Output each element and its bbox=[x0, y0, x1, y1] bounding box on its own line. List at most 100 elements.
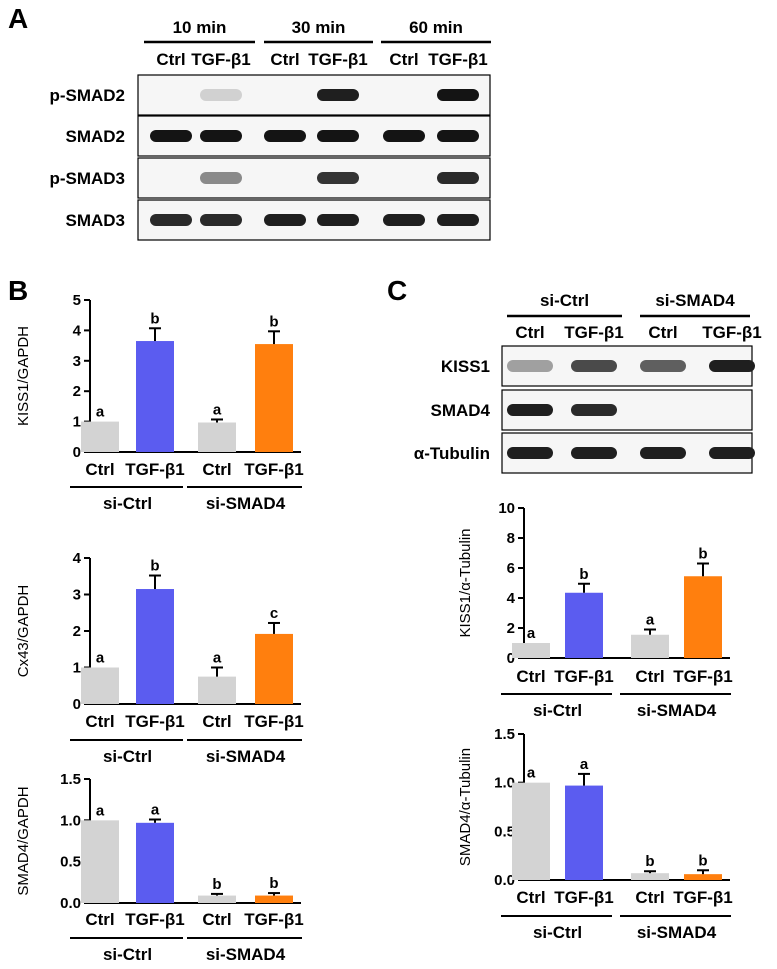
bar-chart-kiss1-gapdh: 0 1 2 3 4 5 KISS1/GAPDH a Ctrl b TGF-β1 a Ctrl b TGF-β… bbox=[15, 292, 304, 513]
bar bbox=[198, 422, 236, 452]
group-label: si-SMAD4 bbox=[206, 747, 286, 766]
x-category-label: TGF-β1 bbox=[554, 888, 613, 907]
y-tick-label: 2 bbox=[73, 623, 81, 640]
y-tick-label: 10 bbox=[498, 500, 515, 517]
bar bbox=[81, 421, 119, 452]
bar bbox=[198, 895, 236, 903]
blot-band bbox=[150, 214, 192, 226]
significance-letter: b bbox=[269, 313, 278, 330]
y-tick-label: 0.5 bbox=[494, 823, 515, 840]
blot-band bbox=[383, 214, 425, 226]
time-group-label: 60 min bbox=[409, 18, 463, 37]
x-category-label: TGF-β1 bbox=[244, 712, 303, 731]
blot-band bbox=[571, 404, 617, 416]
blot-band bbox=[264, 130, 306, 142]
bar bbox=[255, 344, 293, 452]
y-tick-label: 1.5 bbox=[494, 726, 515, 743]
blot-band bbox=[200, 130, 242, 142]
significance-letter: a bbox=[213, 650, 222, 667]
bar-chart-smad4-gapdh: 0.0 0.5 1.0 1.5 SMAD4/GAPDH a Ctrl a TGF-β1 b Ctrl… bbox=[15, 771, 304, 964]
y-axis-label: SMAD4/α-Tubulin bbox=[457, 748, 474, 866]
blot-band bbox=[200, 89, 242, 101]
group-label: si-SMAD4 bbox=[655, 291, 735, 310]
blot-band bbox=[317, 214, 359, 226]
x-category-label: Ctrl bbox=[85, 460, 114, 479]
significance-letter: b bbox=[150, 310, 159, 327]
blot-row-label: KISS1 bbox=[441, 357, 490, 376]
y-tick-label: 2 bbox=[507, 620, 515, 637]
y-tick-label: 8 bbox=[507, 530, 515, 547]
y-tick-label: 0.0 bbox=[494, 872, 515, 889]
western-blot-c: si-Ctrl si-SMAD4 Ctrl TGF-β1 Ctrl TGF-β1 KISS1… bbox=[414, 291, 762, 474]
significance-letter: a bbox=[527, 625, 536, 642]
blot-band bbox=[640, 360, 686, 372]
blot-band bbox=[437, 130, 479, 142]
lane-label: TGF-β1 bbox=[428, 50, 487, 69]
x-category-label: Ctrl bbox=[635, 888, 664, 907]
y-axis-label: SMAD4/GAPDH bbox=[15, 786, 32, 895]
blot-band bbox=[709, 360, 755, 372]
blot-band bbox=[200, 214, 242, 226]
time-group-label: 10 min bbox=[173, 18, 227, 37]
x-category-label: Ctrl bbox=[85, 712, 114, 731]
blot-band bbox=[571, 447, 617, 459]
y-tick-label: 2 bbox=[73, 383, 81, 400]
bar bbox=[631, 634, 669, 658]
time-group-label: 30 min bbox=[292, 18, 346, 37]
bar bbox=[512, 643, 550, 658]
y-axis-label: Cx43/GAPDH bbox=[15, 585, 32, 678]
x-category-label: TGF-β1 bbox=[673, 667, 732, 686]
blot-band bbox=[317, 89, 359, 101]
group-label: si-Ctrl bbox=[103, 747, 152, 766]
significance-letter: c bbox=[270, 605, 278, 622]
lane-label: TGF-β1 bbox=[702, 323, 761, 342]
bar bbox=[136, 341, 174, 452]
y-tick-label: 1.5 bbox=[60, 771, 81, 788]
y-tick-label: 4 bbox=[73, 322, 82, 339]
blot-row-label: SMAD2 bbox=[65, 127, 125, 146]
blot-band bbox=[150, 130, 192, 142]
blot-band bbox=[640, 447, 686, 459]
bar bbox=[136, 589, 174, 704]
bar-chart-kiss1-tubulin: 0 2 4 6 8 10 KISS1/α-Tubulin a Ctrl b TGF-β1 a Ctrl b… bbox=[457, 500, 733, 720]
blot-band bbox=[437, 172, 479, 184]
significance-letter: a bbox=[151, 802, 160, 819]
lane-label: Ctrl bbox=[156, 50, 185, 69]
bar bbox=[512, 782, 550, 880]
y-tick-label: 0 bbox=[73, 696, 81, 713]
blot-band bbox=[383, 130, 425, 142]
y-tick-label: 4 bbox=[507, 590, 516, 607]
y-tick-label: 4 bbox=[73, 550, 82, 567]
x-category-label: Ctrl bbox=[516, 667, 545, 686]
x-category-label: Ctrl bbox=[202, 910, 231, 929]
y-tick-label: 3 bbox=[73, 587, 81, 604]
y-axis-label: KISS1/α-Tubulin bbox=[457, 529, 474, 638]
lane-label: TGF-β1 bbox=[564, 323, 623, 342]
bar bbox=[255, 633, 293, 704]
y-tick-label: 6 bbox=[507, 560, 515, 577]
group-label: si-SMAD4 bbox=[637, 701, 717, 720]
y-tick-label: 3 bbox=[73, 353, 81, 370]
x-category-label: TGF-β1 bbox=[125, 910, 184, 929]
panel-label-a: A bbox=[8, 3, 28, 34]
y-tick-label: 0 bbox=[73, 444, 81, 461]
blot-row-label: α-Tubulin bbox=[414, 444, 490, 463]
bar bbox=[81, 667, 119, 704]
blot-row-label: p-SMAD3 bbox=[49, 169, 125, 188]
y-tick-label: 0.0 bbox=[60, 895, 81, 912]
western-blot-a: 10 min 30 min 60 min Ctrl TGF-β1 Ctrl TGF-β1 Ct… bbox=[49, 18, 491, 241]
y-tick-label: 1.0 bbox=[494, 775, 515, 792]
y-tick-label: 1 bbox=[73, 660, 81, 677]
lane-label: Ctrl bbox=[389, 50, 418, 69]
x-category-label: Ctrl bbox=[635, 667, 664, 686]
panel-label-b: B bbox=[8, 275, 28, 306]
x-category-label: TGF-β1 bbox=[125, 460, 184, 479]
bar-chart-cx43-gapdh: 0 1 2 3 4 Cx43/GAPDH a Ctrl b TGF-β1 a Ctrl c TGF-β1 s… bbox=[15, 550, 304, 766]
bar bbox=[81, 820, 119, 903]
blot-row-label: p-SMAD2 bbox=[49, 86, 125, 105]
significance-letter: a bbox=[213, 401, 222, 418]
group-label: si-SMAD4 bbox=[637, 923, 717, 942]
x-category-label: TGF-β1 bbox=[673, 888, 732, 907]
blot-band bbox=[507, 404, 553, 416]
